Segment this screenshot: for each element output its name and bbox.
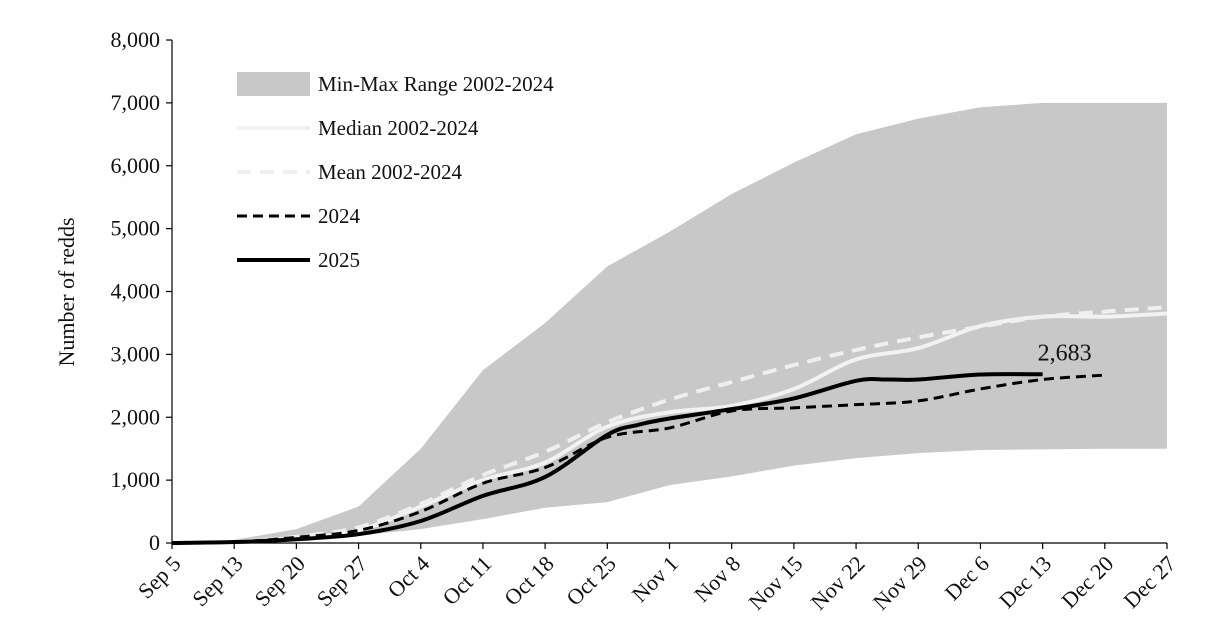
axes-layer — [166, 39, 1168, 549]
x-tick-label: Nov 29 — [868, 551, 932, 615]
legend-item: Min-Max Range 2002-2024 — [237, 72, 554, 96]
legend: Min-Max Range 2002-2024 Median 2002-2024 M… — [237, 72, 554, 272]
x-tick-label: Sep 27 — [312, 551, 372, 611]
legend-label: Min-Max Range 2002-2024 — [318, 72, 554, 96]
y-tick-label: 2,000 — [111, 404, 161, 429]
x-tick-label: Sep 5 — [133, 551, 186, 604]
y-tick-label: 4,000 — [111, 279, 161, 304]
y-tick-label: 1,000 — [111, 467, 161, 492]
x-tick-label: Dec 27 — [1118, 551, 1180, 613]
legend-label: 2024 — [318, 204, 361, 228]
min-max-range-band — [172, 102, 1167, 543]
legend-label: Median 2002-2024 — [318, 116, 479, 140]
lines-layer — [171, 305, 1168, 545]
line-2024 — [171, 373, 1105, 545]
legend-item: 2025 — [237, 248, 360, 272]
x-tick-label: Sep 20 — [249, 551, 309, 611]
y-tick-label: 7,000 — [111, 90, 161, 115]
x-tick-label: Oct 25 — [561, 551, 621, 611]
range-layer — [172, 102, 1167, 543]
x-tick-label: Oct 4 — [382, 551, 434, 603]
value-annotation: 2,683 — [1038, 340, 1092, 366]
legend-item: Mean 2002-2024 — [237, 160, 463, 184]
y-axis-title: Number of redds — [54, 217, 79, 366]
legend-item: Median 2002-2024 — [237, 116, 479, 140]
legend-label: 2025 — [318, 248, 360, 272]
legend-swatch — [237, 72, 310, 96]
y-tick-label: 8,000 — [111, 27, 161, 52]
x-tick-label: Dec 6 — [940, 551, 994, 605]
mean-line — [171, 305, 1168, 545]
x-tick-label: Nov 1 — [627, 551, 683, 607]
x-tick-label: Sep 13 — [187, 551, 247, 611]
x-tick-label: Dec 13 — [994, 551, 1056, 613]
x-tick-label: Nov 8 — [689, 551, 745, 607]
legend-label: Mean 2002-2024 — [318, 160, 463, 184]
x-tick-label: Oct 11 — [437, 551, 496, 610]
y-tick-label: 5,000 — [111, 216, 161, 241]
x-tick-label: Dec 20 — [1056, 551, 1118, 613]
line-2025 — [171, 372, 1043, 545]
legend-item: 2024 — [237, 204, 361, 228]
x-tick-label: Oct 18 — [499, 551, 559, 611]
x-tick-label: Nov 22 — [806, 551, 870, 615]
y-tick-label: 6,000 — [111, 153, 161, 178]
y-tick-label: 0 — [149, 530, 160, 555]
x-tick-label: Nov 15 — [743, 551, 807, 615]
y-tick-label: 3,000 — [111, 341, 161, 366]
